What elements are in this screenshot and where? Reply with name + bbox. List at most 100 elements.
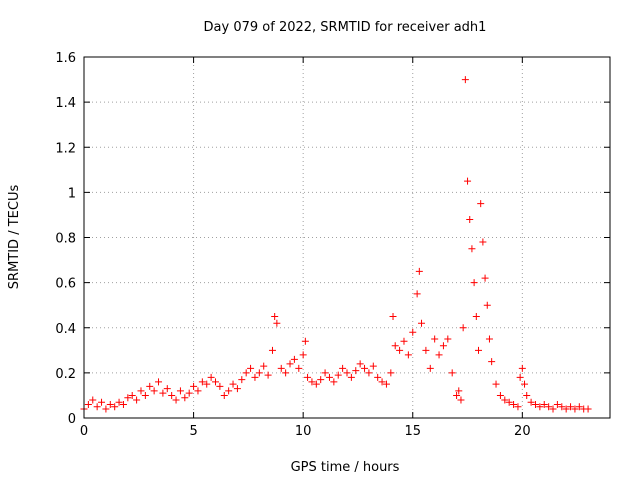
data-point [352, 367, 360, 375]
data-point [84, 400, 92, 408]
data-point [514, 403, 522, 411]
data-point [510, 400, 518, 408]
data-point [464, 177, 472, 185]
data-point [98, 398, 106, 406]
data-point [301, 337, 309, 345]
data-point [163, 385, 171, 393]
data-point [242, 369, 250, 377]
data-point [286, 360, 294, 368]
data-point [124, 394, 132, 402]
x-axis-label: GPS time / hours [291, 460, 400, 475]
data-point [277, 364, 285, 372]
data-point [317, 376, 325, 384]
data-point [238, 376, 246, 384]
data-point [146, 382, 154, 390]
data-point [321, 369, 329, 377]
data-point [325, 373, 333, 381]
y-axis-label: SRMTID / TECUs [7, 185, 22, 290]
data-point [133, 396, 141, 404]
data-point [282, 369, 290, 377]
x-tick-label: 20 [514, 424, 531, 439]
data-point [531, 400, 539, 408]
data-point [271, 312, 279, 320]
x-tick-labels: 0 5 10 15 20 [80, 424, 531, 439]
data-point [562, 405, 570, 413]
data-point [558, 403, 566, 411]
data-point [426, 364, 434, 372]
data-point [247, 364, 255, 372]
data-point [468, 245, 476, 253]
data-point [455, 387, 463, 395]
data-point [198, 378, 206, 386]
data-point [137, 387, 145, 395]
data-point [400, 337, 408, 345]
data-point [415, 267, 423, 275]
data-point [472, 312, 480, 320]
y-tick-labels: 0 0.2 0.4 0.6 0.8 1 1.2 1.4 1.6 [55, 51, 76, 427]
data-point [128, 391, 136, 399]
y-tick-label: 1.2 [55, 141, 76, 156]
data-point [102, 405, 110, 413]
data-point [382, 380, 390, 388]
data-point [422, 346, 430, 354]
data-point [141, 391, 149, 399]
data-point [521, 380, 529, 388]
data-point [194, 387, 202, 395]
data-point [185, 389, 193, 397]
plot-frame [83, 56, 611, 419]
data-point [119, 400, 127, 408]
data-point [466, 215, 474, 223]
data-point [485, 335, 493, 343]
x-tick-label: 5 [189, 424, 197, 439]
data-point [168, 391, 176, 399]
data-point [453, 391, 461, 399]
data-point [396, 346, 404, 354]
data-point [225, 387, 233, 395]
data-point [264, 371, 272, 379]
data-point [378, 378, 386, 386]
data-point [299, 351, 307, 359]
data-point [181, 394, 189, 402]
data-point [435, 351, 443, 359]
data-point [536, 403, 544, 411]
data-point [159, 389, 167, 397]
data-point [369, 362, 377, 370]
data-point [483, 301, 491, 309]
y-tick-label: 0.6 [55, 277, 76, 292]
y-tick-label: 1 [68, 186, 76, 201]
data-point [172, 396, 180, 404]
data-point [505, 398, 513, 406]
data-point [479, 238, 487, 246]
data-point [439, 342, 447, 350]
data-point [308, 378, 316, 386]
data-point [374, 373, 382, 381]
data-point [106, 400, 114, 408]
data-point [477, 200, 485, 208]
data-point [431, 335, 439, 343]
data-point [155, 378, 163, 386]
data-point [255, 369, 263, 377]
x-tick-label: 0 [80, 424, 88, 439]
data-point [334, 371, 342, 379]
y-tick-label: 1.6 [55, 51, 76, 66]
data-point [89, 396, 97, 404]
data-point [207, 373, 215, 381]
data-point [553, 400, 561, 408]
data-point [540, 400, 548, 408]
data-point [251, 373, 259, 381]
data-point [387, 369, 395, 377]
data-point [444, 335, 452, 343]
data-point [233, 385, 241, 393]
data-point [549, 405, 557, 413]
data-point [111, 403, 119, 411]
data-point [545, 403, 553, 411]
data-point [212, 378, 219, 386]
data-point [461, 76, 469, 84]
data-point [457, 396, 465, 404]
data-point [516, 373, 524, 381]
data-point [220, 391, 228, 399]
data-point [571, 405, 579, 413]
data-point [304, 373, 312, 381]
